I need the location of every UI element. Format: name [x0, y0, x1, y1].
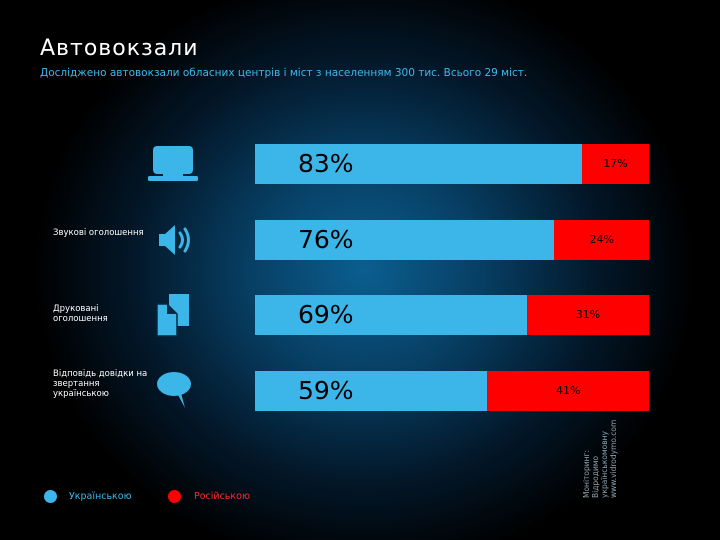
- row-label-printed: Друковані оголошення: [53, 304, 108, 324]
- source-line-2: Відродимо: [591, 455, 600, 498]
- legend-label-russian: Російською: [194, 491, 250, 502]
- bar-russian: 17%: [582, 144, 649, 184]
- bar-russian: 24%: [554, 220, 649, 260]
- bar-russian-label: 31%: [575, 308, 601, 321]
- bar-ukrainian-label: 76%: [298, 225, 354, 254]
- source-line-1: Моніторинг:: [582, 449, 591, 498]
- monitor-icon: [145, 140, 201, 196]
- row-label-reply: Відповідь довідки на звертання українськ…: [53, 369, 148, 399]
- bar-ukrainian: 76%: [255, 220, 555, 260]
- bar-ukrainian: 83%: [255, 144, 583, 184]
- bar-ukrainian-label: 59%: [298, 376, 354, 405]
- speaker-icon: [145, 212, 201, 268]
- bar-russian-label: 17%: [603, 157, 628, 170]
- row-label-sound: Звукові оголошення: [53, 228, 144, 238]
- source-line-3: українськомовну: [600, 431, 609, 498]
- bar-row-3: 69% 31%: [255, 295, 649, 335]
- bar-russian: 31%: [526, 295, 649, 335]
- bar-ukrainian: 69%: [255, 295, 527, 335]
- bar-row-1: 83% 17%: [255, 144, 649, 184]
- page-title: Автовокзали: [40, 36, 199, 61]
- legend-label-ukrainian: Українською: [69, 491, 132, 502]
- bar-row-4: 59% 41%: [255, 371, 649, 411]
- bar-russian-label: 24%: [589, 233, 614, 246]
- page-subtitle: Досліджено автовокзали обласних центрів …: [40, 67, 528, 79]
- bar-ukrainian: 59%: [255, 371, 488, 411]
- bar-row-2: 76% 24%: [255, 220, 649, 260]
- source-line-4: www.vidrodymo.com: [609, 419, 618, 498]
- bar-ukrainian-label: 83%: [298, 149, 354, 178]
- documents-icon: [145, 288, 201, 344]
- source-credit: Моніторинг: Відродимо українськомовну ww…: [582, 298, 618, 498]
- legend-dot-russian: [168, 490, 181, 503]
- bar-russian-label: 41%: [555, 384, 581, 397]
- bar-russian: 41%: [487, 371, 649, 411]
- speech-bubble-icon: [145, 362, 201, 418]
- legend-dot-ukrainian: [44, 490, 57, 503]
- bar-ukrainian-label: 69%: [298, 300, 354, 329]
